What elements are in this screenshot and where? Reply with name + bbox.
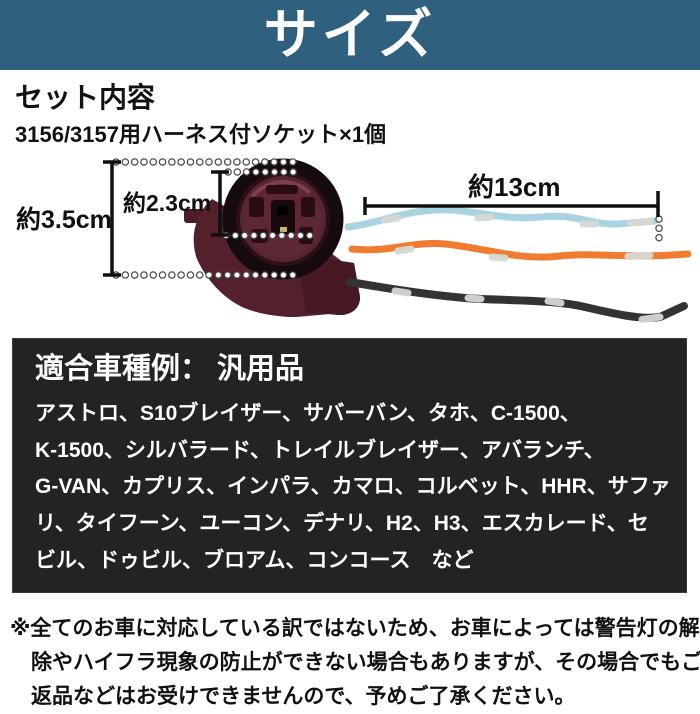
height-dimension-label: 約3.5cm	[16, 205, 112, 234]
product-figure: 約3.5cm 約2.3cm 約13cm	[0, 147, 700, 338]
set-contents-section: セット内容 3156/3157用ハーネス付ソケット×1個	[15, 82, 700, 147]
vehicle-list-line: リ、タイフーン、ユーコン、デナリ、H2、H3、エスカレード、セ	[35, 512, 649, 536]
disclaimer-line: 除やハイフラ現象の防止ができない場合もありますが、その場合でもご	[31, 650, 700, 674]
disclaimer-note: ※全てのお車に対応している訳ではないため、お車によっては警告灯の解 除やハイフラ…	[10, 612, 700, 714]
wire-black	[346, 277, 688, 322]
socket-harness-illustration: 約3.5cm 約2.3cm 約13cm	[16, 158, 692, 323]
socket-center-cavity	[277, 205, 288, 215]
harness-wires	[344, 206, 692, 323]
socket-contact-pin	[280, 226, 287, 232]
compatible-vehicles-box: 適合車種例： 汎用品 アストロ、S10ブレイザー、サバーバン、タホ、C-1500…	[12, 337, 687, 593]
disclaimer-line: 返品などはお受けできませんので、予めご了承ください。	[31, 684, 576, 708]
set-contents-item: 3156/3157用ハーネス付ソケット×1個	[15, 121, 387, 147]
wire-orange	[348, 240, 692, 261]
wire-tape-marks	[381, 213, 664, 323]
set-contents-heading: セット内容	[15, 82, 156, 113]
vehicle-list-line: G-VAN、カプリス、インパラ、カマロ、コルベット、HHR、サファ	[35, 475, 671, 499]
disclaimer-line: ※全てのお車に対応している訳ではないため、お車によっては警告灯の解	[10, 616, 700, 640]
size-header-banner: サイズ	[0, 0, 700, 70]
socket-face-highlight	[250, 179, 312, 199]
compatible-vehicles-title: 適合車種例： 汎用品	[35, 352, 305, 385]
inner-dimension-label: 約2.3cm	[123, 190, 211, 216]
page-title: サイズ	[263, 5, 437, 65]
dotted-guide-lines	[112, 158, 663, 279]
vehicle-list-line: K-1500、シルバラード、トレイルブレイザー、アバランチ、	[35, 438, 605, 462]
wire-dimension-label: 約13cm	[468, 172, 561, 202]
measurement-lines	[103, 160, 660, 277]
vehicle-list-line: ビル、ドゥビル、ブロアム、コンコース など	[35, 548, 474, 572]
vehicle-list-line: アストロ、S10ブレイザー、サバーバン、タホ、C-1500、	[35, 401, 581, 425]
